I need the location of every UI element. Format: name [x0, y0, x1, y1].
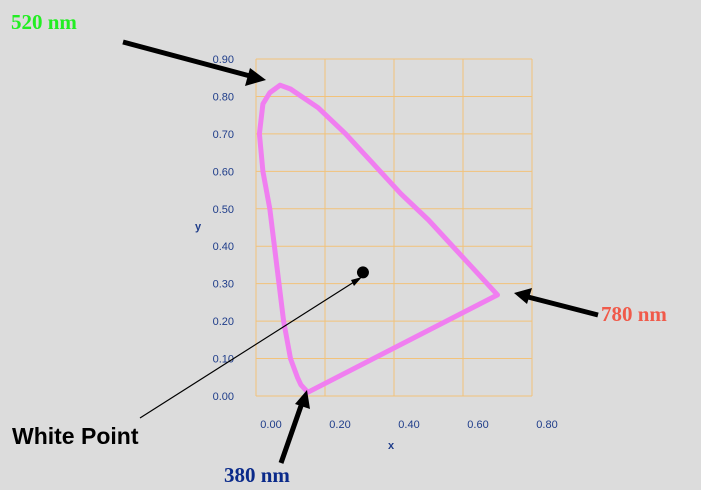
arrow-780nm-head: [514, 288, 532, 304]
y-tick-label: 0.80: [213, 91, 234, 103]
arrow-520nm: [122, 39, 251, 79]
arrow-white-point: [139, 281, 355, 419]
annotation-arrows: [122, 39, 599, 464]
arrow-780nm: [527, 294, 599, 318]
label-780nm: 780 nm: [601, 302, 667, 326]
label-white-point: White Point: [12, 423, 139, 449]
x-tick-label: 0.60: [467, 419, 488, 431]
y-tick-label: 0.90: [213, 54, 234, 66]
y-axis-label: y: [195, 221, 202, 233]
y-axis-ticks: 0.00 0.10 0.20 0.30 0.40 0.50 0.60 0.70 0.80 0.90: [213, 54, 234, 403]
x-axis-label: x: [388, 440, 395, 452]
arrow-380nm: [278, 402, 305, 464]
label-380nm: 380 nm: [224, 463, 290, 487]
y-tick-label: 0.30: [213, 279, 234, 291]
x-tick-label: 0.00: [260, 419, 281, 431]
white-point-marker: [356, 266, 369, 279]
y-tick-label: 0.10: [213, 354, 234, 366]
y-tick-label: 0.40: [213, 241, 234, 253]
arrow-white-point-head: [351, 277, 362, 286]
label-520nm: 520 nm: [11, 10, 77, 34]
y-tick-label: 0.20: [213, 316, 234, 328]
y-tick-label: 0.50: [213, 204, 234, 216]
x-tick-label: 0.20: [329, 419, 350, 431]
arrow-380nm-head: [295, 390, 310, 409]
x-tick-label: 0.80: [536, 419, 557, 431]
arrow-520nm-head: [245, 68, 266, 86]
x-axis-ticks: 0.00 0.20 0.40 0.60 0.80: [260, 419, 557, 431]
y-tick-label: 0.60: [213, 166, 234, 178]
spectral-locus-line: [256, 82, 500, 395]
y-tick-label: 0.00: [213, 391, 234, 403]
x-tick-label: 0.40: [398, 419, 419, 431]
y-tick-label: 0.70: [213, 129, 234, 141]
